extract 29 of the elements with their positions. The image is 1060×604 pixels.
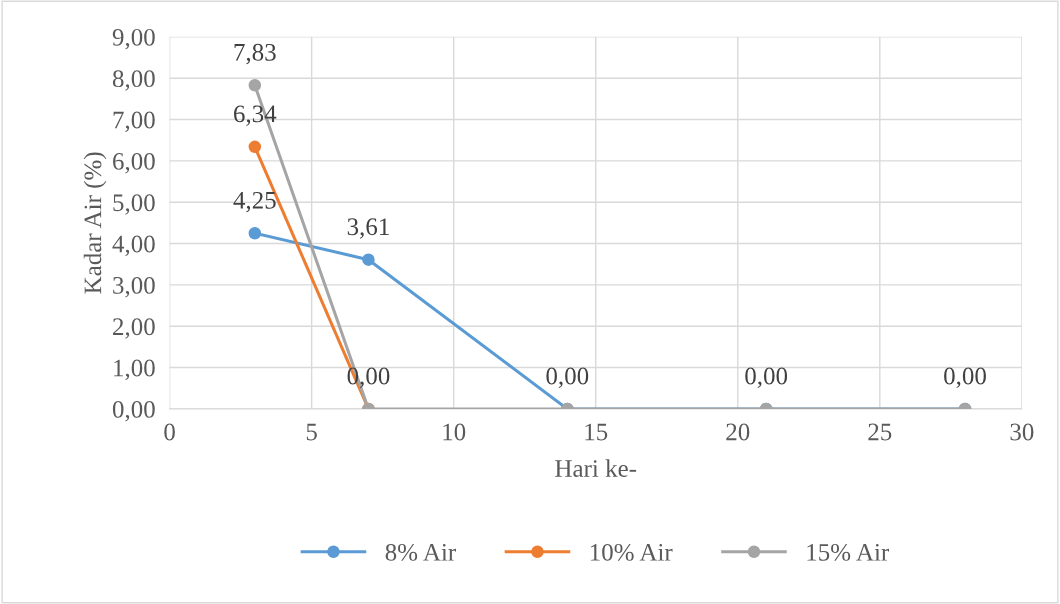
y-tick-label: 8,00 — [112, 70, 155, 91]
x-tick-label: 25 — [868, 423, 892, 441]
x-tick-label: 5 — [306, 423, 317, 441]
y-tick-label: 7,00 — [113, 111, 155, 133]
y-tick-label: 1,00 — [114, 359, 155, 381]
data-label: 0,00 — [546, 367, 589, 388]
legend-label: 10% Air — [590, 543, 673, 561]
data-label: 0,00 — [745, 367, 788, 388]
data-label: 6,34 — [234, 105, 277, 126]
legend-label: 8% Air — [385, 543, 456, 561]
x-tick-label: 15 — [585, 423, 608, 441]
y-tick-label: 3,00 — [113, 276, 155, 298]
data-label: 4,25 — [233, 191, 276, 213]
y-tick-label: 2,00 — [113, 318, 155, 339]
y-tick-label: 4,00 — [112, 235, 155, 257]
x-axis-title: Hari ke- — [555, 459, 637, 477]
y-tick-label: 5,00 — [113, 194, 155, 215]
x-tick-label: 10 — [443, 423, 466, 441]
y-tick-label: 6,00 — [113, 152, 155, 174]
legend-label: 15% Air — [807, 543, 890, 561]
y-axis-title: Kadar Air (%) — [83, 152, 107, 294]
y-tick-label: 9,00 — [112, 28, 155, 50]
x-tick-label: 20 — [726, 423, 750, 441]
y-tick-label: 0,00 — [112, 400, 155, 422]
data-label: 7,83 — [234, 43, 276, 65]
data-label: 3,61 — [347, 218, 389, 239]
data-label: 0,00 — [944, 367, 986, 388]
x-tick-label: 30 — [1010, 423, 1034, 441]
x-tick-label: 0 — [164, 423, 175, 441]
